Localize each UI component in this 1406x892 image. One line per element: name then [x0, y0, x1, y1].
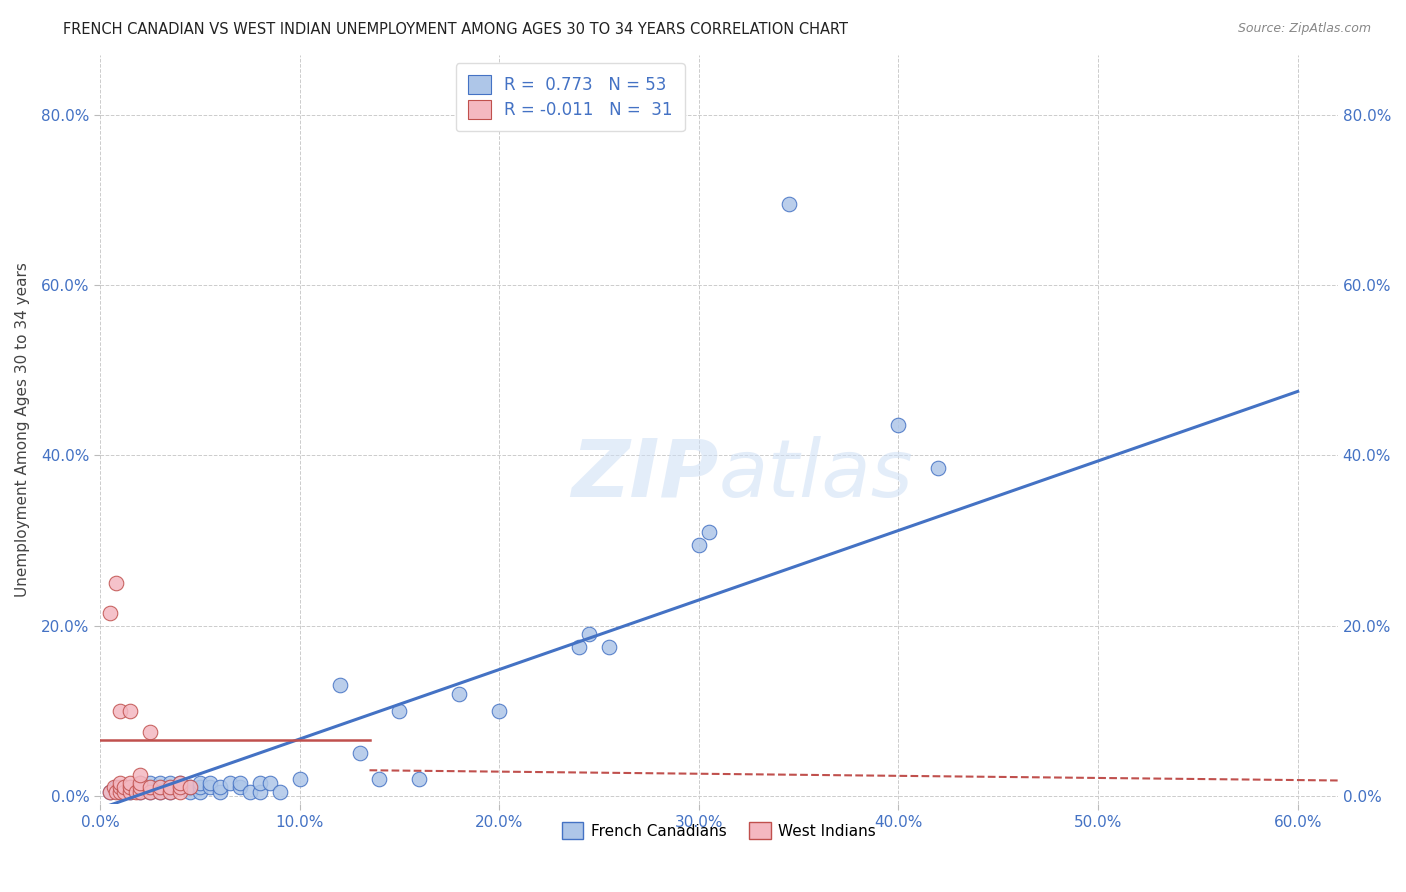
Point: [159, 784, 181, 798]
Point: [169, 784, 191, 798]
Point: [259, 776, 281, 790]
Point: [188, 780, 211, 795]
Point: [188, 776, 211, 790]
Point: [159, 780, 181, 795]
Point: [108, 776, 131, 790]
Point: [159, 784, 181, 798]
Point: [98, 784, 121, 798]
Point: [105, 780, 128, 795]
Point: [688, 538, 710, 552]
Point: [108, 784, 131, 798]
Point: [149, 780, 172, 795]
Point: [887, 418, 910, 433]
Point: [129, 784, 152, 798]
Point: [368, 772, 391, 786]
Point: [108, 780, 131, 795]
Point: [408, 772, 430, 786]
Point: [149, 780, 172, 795]
Point: [139, 780, 162, 795]
Point: [159, 776, 181, 790]
Point: [208, 780, 231, 795]
Point: [118, 784, 141, 798]
Point: [105, 784, 128, 798]
Point: [349, 746, 371, 760]
Point: [118, 704, 141, 718]
Point: [112, 780, 135, 795]
Point: [139, 784, 162, 798]
Text: FRENCH CANADIAN VS WEST INDIAN UNEMPLOYMENT AMONG AGES 30 TO 34 YEARS CORRELATIO: FRENCH CANADIAN VS WEST INDIAN UNEMPLOYM…: [63, 22, 848, 37]
Legend: French Canadians, West Indians: French Canadians, West Indians: [555, 815, 882, 846]
Point: [169, 776, 191, 790]
Point: [149, 784, 172, 798]
Point: [139, 784, 162, 798]
Point: [118, 776, 141, 790]
Point: [139, 776, 162, 790]
Point: [159, 780, 181, 795]
Text: atlas: atlas: [718, 435, 914, 514]
Point: [388, 704, 411, 718]
Point: [103, 780, 125, 795]
Point: [129, 767, 152, 781]
Point: [129, 776, 152, 790]
Point: [488, 704, 510, 718]
Point: [129, 784, 152, 798]
Point: [149, 776, 172, 790]
Point: [229, 776, 252, 790]
Point: [129, 776, 152, 790]
Y-axis label: Unemployment Among Ages 30 to 34 years: Unemployment Among Ages 30 to 34 years: [15, 262, 30, 597]
Point: [169, 780, 191, 795]
Point: [108, 784, 131, 798]
Point: [269, 784, 291, 798]
Point: [129, 780, 152, 795]
Point: [139, 725, 162, 739]
Point: [112, 784, 135, 798]
Point: [98, 784, 121, 798]
Point: [105, 576, 128, 591]
Point: [118, 780, 141, 795]
Point: [329, 678, 352, 692]
Point: [169, 780, 191, 795]
Point: [179, 780, 201, 795]
Point: [108, 704, 131, 718]
Point: [578, 627, 600, 641]
Point: [218, 776, 240, 790]
Point: [927, 461, 949, 475]
Text: ZIP: ZIP: [571, 435, 718, 514]
Point: [129, 780, 152, 795]
Point: [697, 524, 720, 539]
Point: [125, 784, 148, 798]
Point: [249, 784, 271, 798]
Point: [149, 784, 172, 798]
Point: [229, 780, 252, 795]
Point: [179, 784, 201, 798]
Point: [98, 606, 121, 620]
Point: [568, 640, 591, 654]
Text: Source: ZipAtlas.com: Source: ZipAtlas.com: [1237, 22, 1371, 36]
Point: [118, 780, 141, 795]
Point: [198, 776, 221, 790]
Point: [239, 784, 262, 798]
Point: [208, 784, 231, 798]
Point: [778, 197, 800, 211]
Point: [112, 780, 135, 795]
Point: [288, 772, 311, 786]
Point: [598, 640, 620, 654]
Point: [198, 780, 221, 795]
Point: [188, 784, 211, 798]
Point: [139, 780, 162, 795]
Point: [118, 784, 141, 798]
Point: [169, 776, 191, 790]
Point: [179, 780, 201, 795]
Point: [449, 687, 471, 701]
Point: [249, 776, 271, 790]
